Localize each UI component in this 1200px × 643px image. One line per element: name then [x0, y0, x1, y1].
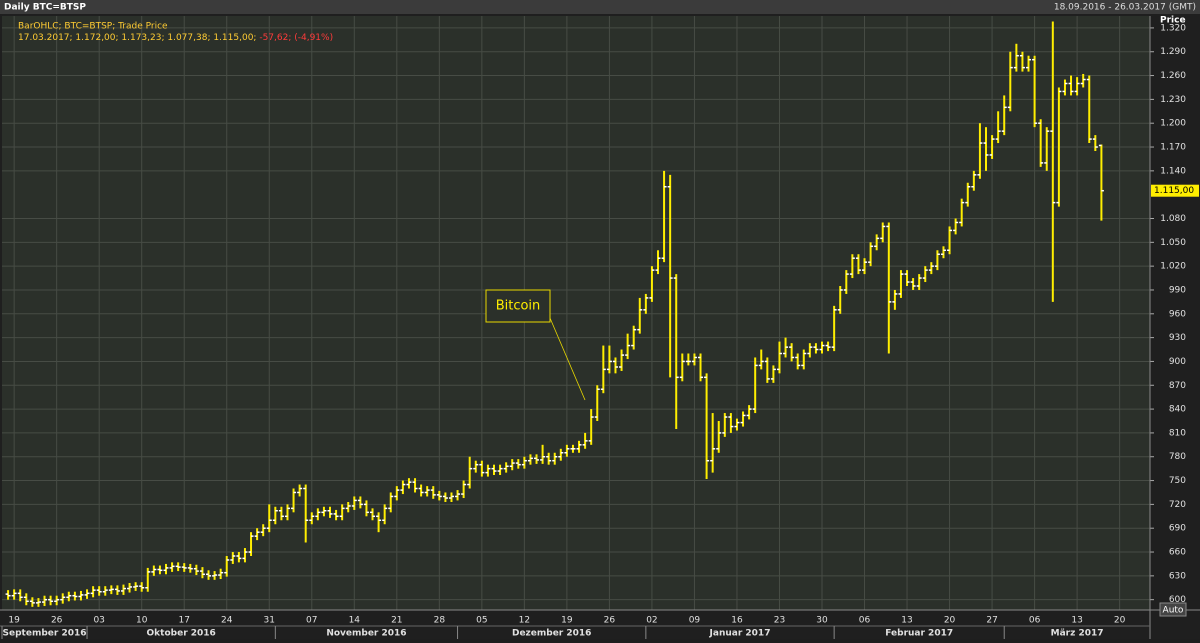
y-tick-label: 780 [1169, 452, 1186, 462]
y-tick-label: 1.080 [1160, 214, 1186, 224]
auto-button[interactable] [1159, 602, 1187, 617]
y-tick-label: 990 [1169, 285, 1186, 295]
legend-line: BarOHLC; BTC=BTSP; Trade Price [18, 22, 168, 32]
x-tick-label: 03 [93, 616, 104, 626]
month-label: März 2017 [1051, 629, 1104, 639]
x-tick-label: 26 [604, 616, 616, 626]
grid: 600 630 660 690 720 750 780 810 840 870 900 930 960 9… [0, 16, 1200, 639]
x-tick-label: 13 [901, 616, 912, 626]
y-tick-label: 630 [1169, 571, 1186, 581]
y-tick-label: 1.020 [1160, 262, 1186, 272]
month-label: November 2016 [326, 629, 406, 639]
x-tick-label: 10 [136, 616, 148, 626]
month-label: Februar 2017 [885, 629, 953, 639]
y-tick-label: 690 [1169, 524, 1186, 534]
y-axis-label: Price [1160, 16, 1186, 26]
x-tick-label: 19 [561, 616, 573, 626]
x-tick-label: 13 [1071, 616, 1082, 626]
y-tick-label: 1.290 [1160, 47, 1186, 57]
x-tick-label: 12 [519, 616, 530, 626]
x-tick-label: 30 [816, 616, 828, 626]
y-tick-label: 1.320 [1160, 23, 1186, 33]
y-tick-label: 930 [1169, 333, 1186, 343]
auto-label[interactable]: Auto [1163, 606, 1184, 616]
y-tick-label: 1.200 [1160, 119, 1186, 129]
y-tick-label: 840 [1169, 405, 1186, 415]
x-tick-label: 16 [731, 616, 743, 626]
y-tick-label: 1.140 [1160, 166, 1186, 176]
last-info: 17.03.2017; 1.172,00; 1.173,23; 1.077,38… [18, 33, 333, 43]
plot-area [2, 16, 1150, 610]
x-tick-label: 26 [51, 616, 63, 626]
y-tick-label: 1.260 [1160, 71, 1186, 81]
x-tick-label: 09 [689, 616, 701, 626]
x-tick-label: 20 [1114, 616, 1126, 626]
annotation: Bitcoin [496, 299, 541, 314]
x-tick-label: 27 [986, 616, 997, 626]
month-label: Oktober 2016 [147, 629, 216, 639]
x-tick-label: 05 [476, 616, 487, 626]
x-tick-label: 07 [306, 616, 317, 626]
x-tick-label: 20 [944, 616, 956, 626]
month-label: Januar 2017 [709, 629, 771, 639]
x-tick-label: 28 [434, 616, 446, 626]
x-tick-label: 06 [859, 616, 871, 626]
month-label: September 2016 [3, 629, 87, 639]
x-tick-label: 19 [8, 616, 20, 626]
y-tick-label: 1.230 [1160, 95, 1186, 105]
annotation-box [485, 289, 551, 323]
y-tick-label: 600 [1169, 595, 1186, 605]
header-bar [0, 0, 1200, 14]
y-tick-label: 1.170 [1160, 143, 1186, 153]
annotation-leader [549, 317, 586, 401]
x-tick-label: 24 [221, 616, 233, 626]
month-label: Dezember 2016 [512, 629, 591, 639]
x-tick-label: 21 [391, 616, 402, 626]
x-tick-label: 17 [178, 616, 189, 626]
x-tick-label: 06 [1029, 616, 1041, 626]
last-change: -57,62; (-4,91%) [259, 33, 333, 43]
x-tick-label: 23 [774, 616, 785, 626]
y-tick-label: 870 [1169, 381, 1186, 391]
last-values: 17.03.2017; 1.172,00; 1.173,23; 1.077,38… [18, 33, 256, 43]
y-tick-label: 720 [1169, 500, 1186, 510]
chart-title: Daily BTC=BTSP [4, 3, 86, 13]
y-tick-label: 750 [1169, 476, 1186, 486]
y-tick-label: 960 [1169, 309, 1186, 319]
x-tick-label: 02 [646, 616, 657, 626]
y-tick-label: 900 [1169, 357, 1186, 367]
last-price-box [1151, 184, 1199, 197]
x-tick-label: 31 [264, 616, 275, 626]
x-tick-label: 14 [349, 616, 361, 626]
y-tick-label: 810 [1169, 428, 1186, 438]
date-range: 18.09.2016 - 26.03.2017 (GMT) [1054, 3, 1196, 13]
last-price-label: 1.115,00 [1154, 186, 1194, 196]
bars: 1.115,00 [5, 21, 1199, 607]
y-tick-label: 1.050 [1160, 238, 1186, 248]
y-tick-label: 660 [1169, 548, 1186, 558]
